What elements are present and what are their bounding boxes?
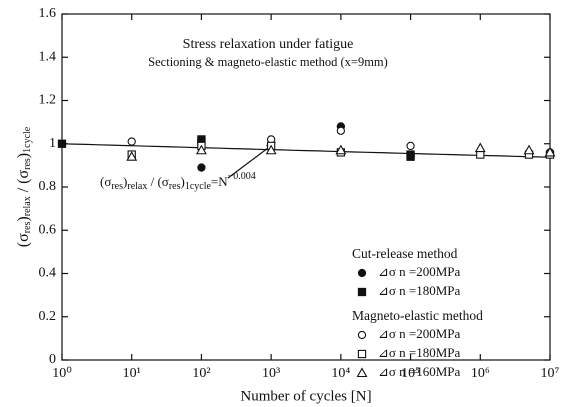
- marker: [406, 141, 415, 151]
- fit-annotation-part: 1cycle: [185, 181, 212, 192]
- marker: [335, 144, 347, 155]
- marker: [406, 150, 415, 159]
- marker: [336, 126, 346, 135]
- y-axis-label-part: res: [22, 222, 33, 234]
- fit-annotation-part: relax: [127, 181, 147, 192]
- x-axis-label: Number of cycles [N]: [240, 388, 371, 404]
- x-tick-label: 10²: [192, 366, 210, 381]
- x-tick-label: 10¹: [123, 366, 141, 381]
- marker: [544, 146, 556, 157]
- fit-annotation-part: res: [169, 181, 181, 192]
- marker: [357, 287, 367, 297]
- legend-title: Magneto-elastic method: [352, 308, 483, 323]
- fit-annotation-part: (σ: [100, 174, 111, 189]
- marker: [357, 268, 367, 278]
- marker: [357, 330, 367, 340]
- chart-subtitle: Sectioning & magneto-elastic method (x=9…: [148, 55, 388, 69]
- fit-annotation-part: / (σ: [147, 174, 168, 189]
- marker: [197, 163, 206, 172]
- y-tick-label: 0.6: [39, 222, 57, 237]
- y-tick-label: 0.2: [39, 309, 57, 324]
- y-tick-label: 1.4: [39, 49, 57, 64]
- x-tick-label: 10⁰: [52, 366, 72, 381]
- fit-line: [61, 143, 551, 158]
- x-tick-label: 10³: [262, 366, 280, 381]
- marker: [265, 144, 277, 155]
- y-axis-label-part: relax: [22, 196, 33, 216]
- annotation-arrow: [227, 144, 273, 179]
- y-axis-label: (σres)relax / (σres)1cycle: [15, 126, 34, 247]
- y-axis-label-part: res: [22, 158, 33, 170]
- fit-annotation: (σres)relax / (σres)1cycle=N−0.004: [100, 171, 256, 192]
- y-tick-label: 0: [49, 352, 56, 367]
- fit-annotation-part: ): [123, 174, 127, 189]
- y-tick-label: 1.2: [39, 93, 57, 108]
- x-tick-label: 10⁵: [401, 366, 420, 381]
- marker: [474, 142, 486, 153]
- legend-label: ⊿σ n =180MPa: [378, 345, 461, 360]
- marker: [127, 137, 136, 146]
- chart-title: Stress relaxation under fatigue: [183, 37, 354, 52]
- y-axis-label-part: 1cycle: [22, 126, 33, 153]
- marker: [523, 144, 535, 155]
- legend-label: ⊿σ n =200MPa: [378, 264, 461, 279]
- y-tick-label: 0.4: [39, 266, 57, 281]
- legend-label: ⊿σ n =200MPa: [378, 326, 461, 341]
- y-axis-label-part: (σ: [15, 233, 32, 247]
- fit-annotation-part: res: [111, 181, 123, 192]
- marker: [57, 139, 67, 148]
- y-axis-label-part: ): [15, 216, 32, 221]
- y-axis-label-part: ): [15, 153, 32, 158]
- y-axis-label-part: / (σ: [15, 170, 32, 197]
- legend-title: Cut-release method: [352, 246, 458, 261]
- fit-annotation-part: ): [180, 174, 184, 189]
- fit-annotation-part: −0.004: [228, 171, 256, 182]
- x-tick-label: 10⁴: [331, 366, 350, 381]
- y-tick-label: 0.8: [39, 179, 57, 194]
- fit-annotation-part: =N: [211, 174, 228, 189]
- marker: [126, 151, 138, 161]
- marker: [195, 144, 207, 155]
- x-tick-label: 10⁷: [541, 366, 560, 381]
- legend-label: ⊿σ n =180MPa: [378, 283, 461, 298]
- y-tick-label: 1: [49, 136, 56, 151]
- legend-label: ⊿σ n =160MPa: [378, 364, 461, 379]
- x-tick-label: 10⁶: [471, 366, 490, 381]
- marker: [357, 349, 367, 359]
- y-tick-label: 1.6: [39, 6, 57, 21]
- marker: [356, 367, 368, 378]
